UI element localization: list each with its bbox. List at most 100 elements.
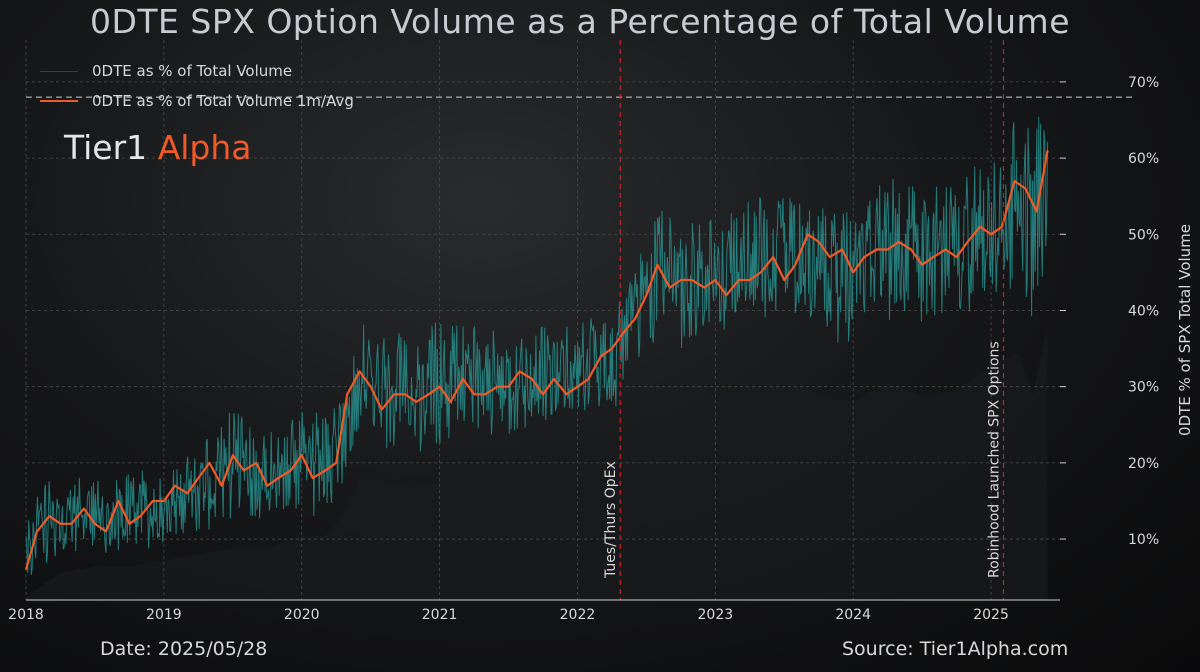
average-point: [427, 393, 430, 395]
average-point: [680, 279, 682, 281]
daily-series-line: [25, 116, 1049, 575]
average-point: [507, 386, 510, 388]
average-point: [656, 264, 659, 266]
average-point: [301, 454, 303, 456]
average-point: [1046, 149, 1049, 152]
average-point: [794, 264, 796, 266]
axis-ticks: 10% 20% 30% 40% 50% 60% 70% 2018 2019 2020 2021 202…: [8, 75, 1159, 623]
brand-logo: Tier1 Alpha: [64, 128, 252, 167]
average-point: [932, 256, 934, 258]
daily-series: [25, 116, 1049, 575]
average-point: [587, 378, 590, 380]
y-tick-label: 10%: [1128, 532, 1159, 548]
average-point: [725, 294, 727, 296]
average-point: [473, 393, 475, 395]
average-point: [25, 568, 27, 571]
average-point: [335, 462, 337, 464]
average-series-line: [24, 150, 1049, 570]
average-point: [277, 477, 279, 479]
average-point: [94, 523, 96, 525]
average-point: [876, 248, 878, 251]
average-point: [910, 248, 912, 251]
average-point: [967, 241, 969, 243]
average-point: [898, 241, 900, 243]
average-point: [83, 507, 85, 510]
x-tick-label: 2020: [284, 607, 320, 623]
footer-source: Source: Tier1Alpha.com: [842, 638, 1069, 660]
average-point: [600, 355, 602, 357]
y-tick-label: 50%: [1128, 227, 1159, 243]
average-point: [48, 515, 51, 517]
footer-date: Date: 2025/05/28: [100, 638, 268, 660]
average-point: [36, 530, 38, 533]
brand-text-tier1: Tier1: [64, 128, 148, 167]
legend-item-daily: 0DTE as % of Total Volume: [40, 56, 354, 86]
grid-lines: [25, 40, 1132, 600]
y-tick-label: 40%: [1128, 303, 1159, 319]
average-point: [956, 256, 958, 258]
average-point: [863, 256, 865, 258]
x-tick-label: 2023: [698, 607, 734, 623]
average-point: [807, 233, 809, 235]
average-point: [783, 279, 785, 281]
average-point: [496, 386, 499, 388]
average-point: [117, 500, 119, 502]
average-point: [611, 347, 613, 350]
average-point: [221, 485, 223, 487]
average-point: [749, 279, 751, 281]
legend-label-average: 0DTE as % of Total Volume 1m/Avg: [92, 92, 354, 110]
legend-label-daily: 0DTE as % of Total Volume: [92, 62, 293, 80]
average-point: [1024, 187, 1027, 190]
average-point: [174, 485, 176, 487]
average-point: [128, 523, 130, 525]
x-tick-label: 2022: [560, 607, 596, 623]
average-point: [565, 393, 568, 395]
average-point: [760, 271, 762, 273]
average-point: [439, 386, 441, 388]
x-tick-label: 2021: [422, 607, 458, 623]
event-label: Tues/Thurs OpEx: [603, 461, 619, 579]
average-point: [232, 454, 234, 456]
average-point: [990, 233, 992, 235]
average-point: [393, 393, 395, 395]
average-point: [243, 469, 245, 472]
average-point: [979, 226, 981, 228]
legend: 0DTE as % of Total Volume 0DTE as % of T…: [40, 56, 354, 116]
average-point: [1013, 180, 1016, 182]
average-point: [197, 477, 199, 479]
chart-title: 0DTE SPX Option Volume as a Percentage o…: [89, 2, 1071, 41]
x-tick-label: 2018: [8, 607, 44, 623]
average-point: [255, 462, 257, 464]
average-point: [381, 408, 383, 411]
average-point: [186, 492, 188, 494]
average-point: [772, 256, 774, 258]
average-point: [622, 332, 624, 334]
average-point: [139, 515, 142, 517]
average-point: [703, 287, 705, 289]
average-point: [359, 370, 361, 373]
average-point: [852, 271, 854, 273]
x-tick-label: 2025: [973, 607, 1009, 623]
average-point: [818, 241, 820, 243]
average-point: [553, 378, 555, 380]
x-tick-label: 2019: [146, 607, 182, 623]
average-point: [208, 462, 210, 464]
x-tick-label: 2024: [835, 607, 871, 623]
y-tick-label: 70%: [1128, 75, 1159, 91]
average-point: [312, 477, 314, 479]
average-point: [370, 386, 372, 388]
average-point: [691, 279, 693, 281]
area-fill: [26, 328, 1048, 600]
average-point: [518, 370, 521, 373]
legend-swatch-average: [40, 100, 78, 102]
y-tick-label: 30%: [1128, 380, 1159, 396]
average-point: [634, 317, 636, 319]
average-point: [484, 393, 486, 395]
average-point: [1001, 226, 1003, 228]
average-point: [266, 485, 268, 487]
legend-swatch-daily: [40, 70, 78, 72]
average-point: [290, 469, 292, 472]
average-point: [70, 523, 73, 525]
event-markers: Tues/Thurs OpEx Robinhood Launched SPX Op…: [603, 40, 1005, 600]
